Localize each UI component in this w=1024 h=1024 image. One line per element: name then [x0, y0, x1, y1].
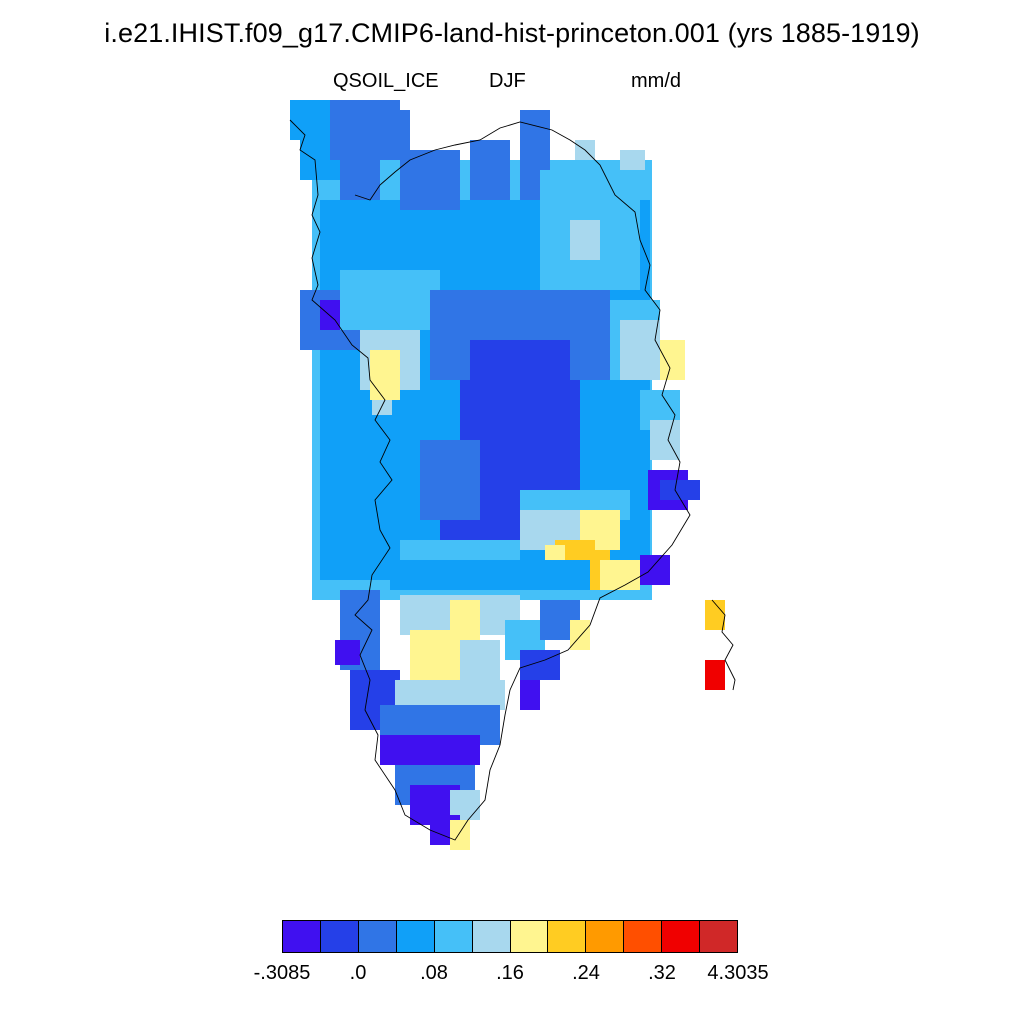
- colorbar-box: [358, 921, 397, 952]
- colorbar-box: [700, 921, 738, 952]
- colorbar-box: [586, 921, 625, 952]
- grid-cell: [360, 110, 410, 150]
- colorbar-label: .16: [496, 962, 524, 984]
- grid-cell: [620, 150, 645, 170]
- grid-cell: [380, 735, 480, 765]
- grid-cell: [640, 555, 670, 585]
- grid-cell: [340, 160, 380, 200]
- colorbar-box: [624, 921, 663, 952]
- grid-cell: [400, 150, 460, 210]
- grid-cell: [660, 480, 700, 500]
- grid-cell: [460, 640, 500, 680]
- grid-cell: [520, 680, 540, 710]
- grid-cell: [290, 100, 330, 140]
- map-grid-cells: [290, 100, 725, 850]
- grid-cell: [580, 180, 620, 220]
- units-label: mm/d: [631, 70, 681, 92]
- grid-cell: [420, 440, 480, 520]
- colorbar-label: .32: [648, 962, 676, 984]
- colorbar-box: [662, 921, 701, 952]
- colorbar-label: .0: [349, 962, 367, 984]
- grid-cell: [660, 340, 685, 380]
- grid-cell: [410, 630, 460, 680]
- colorbar-box: [283, 921, 321, 952]
- colorbar-box: [472, 921, 511, 952]
- grid-cell: [400, 540, 520, 560]
- colorbar-box: [320, 921, 359, 952]
- colorbar-label: .08: [420, 962, 448, 984]
- grid-cell: [570, 220, 600, 260]
- colorbar-label: -.3085: [253, 962, 311, 984]
- grid-cell: [570, 620, 590, 650]
- colorbar-box: [510, 921, 549, 952]
- grid-cell: [470, 140, 510, 200]
- grid-cell: [520, 650, 560, 680]
- colorbar-label: 4.3035: [707, 962, 769, 984]
- coastline-island: [711, 599, 736, 691]
- colorbar-box: [548, 921, 587, 952]
- plot-title: i.e21.IHIST.f09_g17.CMIP6-land-hist-prin…: [104, 18, 920, 48]
- grid-cell: [340, 270, 440, 330]
- grid-cell: [450, 820, 470, 850]
- colorbar: [282, 920, 738, 953]
- grid-cell: [370, 350, 400, 400]
- coastline: [289, 119, 691, 841]
- grid-cell: [335, 640, 360, 665]
- season-label: DJF: [489, 70, 526, 92]
- grid-cell: [600, 560, 640, 590]
- grid-cell: [705, 600, 725, 630]
- colorbar-box: [396, 921, 435, 952]
- colorbar-label: .24: [572, 962, 600, 984]
- grid-cell: [372, 400, 392, 415]
- grid-cell: [620, 320, 660, 380]
- grid-cell: [390, 560, 590, 590]
- grid-cell: [705, 660, 725, 690]
- variable-name: QSOIL_ICE: [333, 70, 439, 92]
- colorbar-box: [434, 921, 473, 952]
